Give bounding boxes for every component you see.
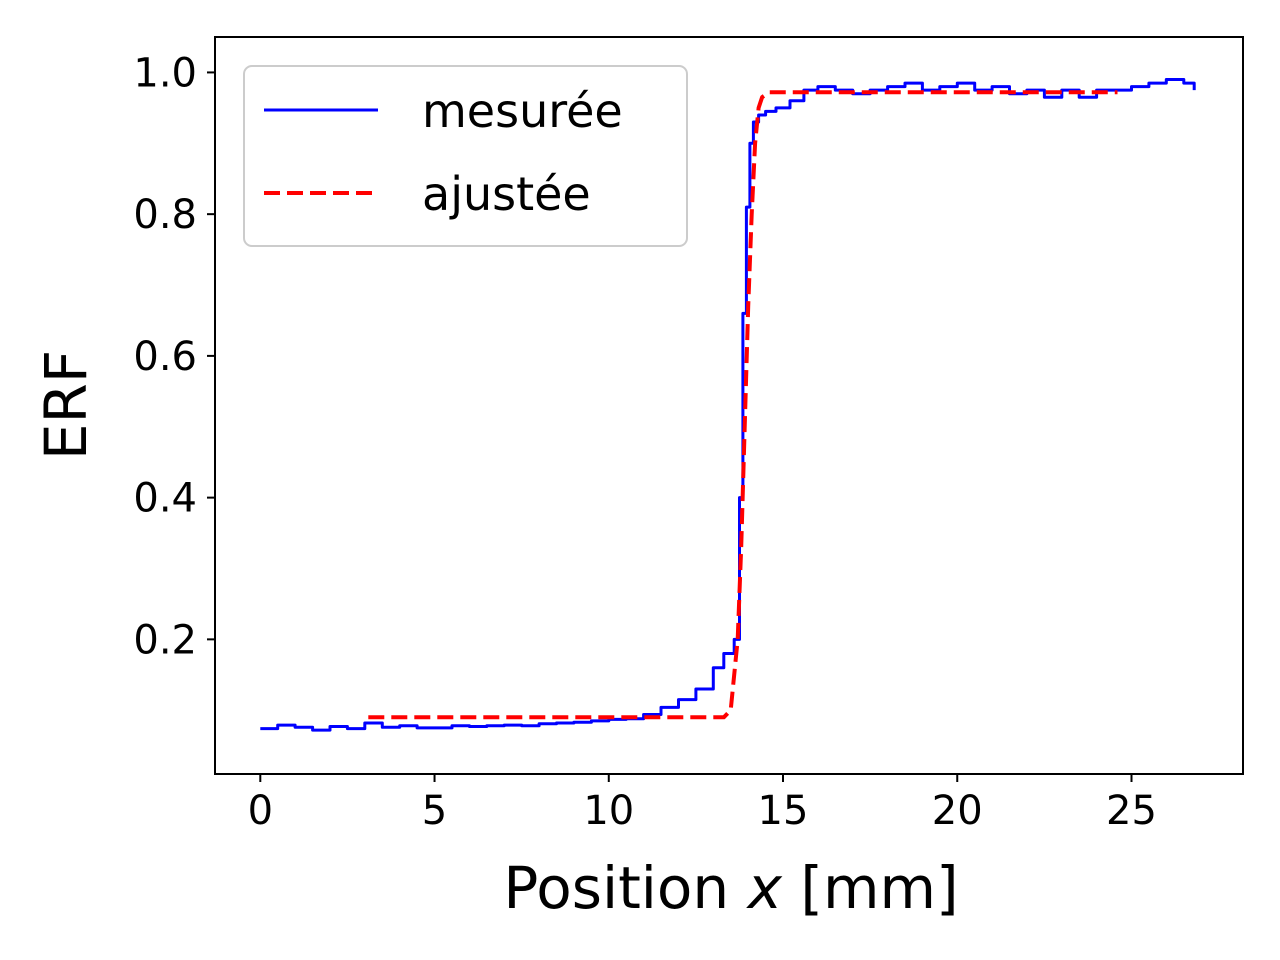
y-tick-label: 0.4: [133, 476, 197, 522]
x-tick-label: 5: [422, 788, 447, 834]
x-axis-label-var: x: [746, 854, 783, 922]
x-axis-ticks: 0 5 10 15 20 25: [248, 774, 1157, 834]
x-axis-label-suffix: [mm]: [782, 854, 959, 922]
x-tick-label: 15: [758, 788, 809, 834]
legend-label-mesuree: mesurée: [422, 84, 623, 138]
x-tick-label: 20: [932, 788, 983, 834]
series-layer: [260, 78, 1196, 732]
plot-frame: [214, 36, 1244, 775]
x-tick-label: 10: [583, 788, 634, 834]
legend-label-ajustee: ajustée: [422, 167, 591, 221]
legend: mesurée ajustée: [243, 65, 688, 247]
y-tick-label: 0.2: [133, 617, 197, 663]
x-tick-label: 25: [1106, 788, 1157, 834]
y-tick-label: 0.8: [133, 192, 197, 238]
y-axis-label: ERF: [32, 350, 100, 460]
x-axis-label: Position x [mm]: [503, 854, 958, 922]
y-tick-label: 0.6: [133, 334, 197, 380]
y-tick-label: 1.0: [133, 50, 197, 96]
x-tick-label: 0: [248, 788, 273, 834]
series-line-ajustee: [368, 90, 1118, 720]
x-axis-label-prefix: Position: [503, 854, 747, 922]
y-axis-ticks: 0.2 0.4 0.6 0.8 1.0: [133, 50, 215, 663]
